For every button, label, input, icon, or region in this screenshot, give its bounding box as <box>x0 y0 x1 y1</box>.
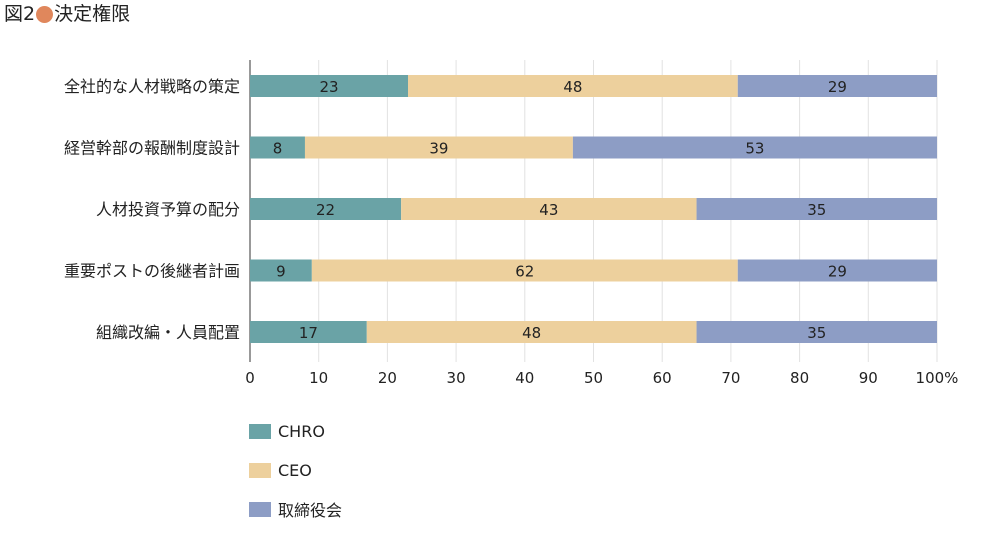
x-tick-label: 100% <box>916 369 959 387</box>
bar-segment <box>696 198 937 220</box>
data-label: 22 <box>316 201 335 219</box>
legend-item: CHRO <box>249 420 325 442</box>
x-tick-label: 30 <box>447 369 466 387</box>
x-tick-label: 10 <box>309 369 328 387</box>
bar-segment <box>366 321 697 343</box>
bar-segment <box>737 75 937 97</box>
bar-segment <box>737 259 937 282</box>
bar-segment <box>401 198 697 220</box>
data-label: 62 <box>515 263 534 281</box>
bar-segment <box>250 259 312 282</box>
data-label: 29 <box>828 78 847 96</box>
data-label: 43 <box>539 201 558 219</box>
bar-segment <box>311 259 738 282</box>
bar-segment <box>250 198 402 220</box>
x-tick-label: 90 <box>859 369 878 387</box>
legend-label: CEO <box>278 460 312 480</box>
category-label: 全社的な人材戦略の策定 <box>64 77 240 96</box>
data-label: 48 <box>563 78 582 96</box>
category-label: 組織改編・人員配置 <box>96 323 240 342</box>
data-label: 35 <box>807 324 826 342</box>
data-label: 53 <box>745 140 764 158</box>
bar-segment <box>572 136 937 159</box>
legend-swatch <box>249 423 271 439</box>
category-label: 人材投資予算の配分 <box>96 200 240 219</box>
data-label: 9 <box>276 263 286 281</box>
x-tick-label: 60 <box>653 369 672 387</box>
bar-segment <box>408 75 738 97</box>
data-label: 23 <box>319 78 338 96</box>
x-tick-label: 0 <box>245 369 255 387</box>
data-label: 39 <box>429 140 448 158</box>
bar-segment <box>696 321 937 343</box>
legend-label: 取締役会 <box>278 501 343 520</box>
data-label: 29 <box>828 263 847 281</box>
figure-title-text: 決定権限 <box>54 3 131 25</box>
title-marker-dot <box>36 5 54 23</box>
data-label: 35 <box>807 201 826 219</box>
bar-segment <box>304 136 573 159</box>
legend-swatch <box>249 501 271 517</box>
x-tick-label: 40 <box>515 369 534 387</box>
x-tick-label: 20 <box>378 369 397 387</box>
legend-item: CEO <box>249 459 312 481</box>
bar-segment <box>250 321 367 343</box>
x-tick-label: 80 <box>790 369 809 387</box>
figure-title: 図2 決定権限 <box>4 3 130 25</box>
bar-segment <box>250 136 305 159</box>
category-label: 経営幹部の報酬制度設計 <box>64 139 240 158</box>
category-label: 重要ポストの後継者計画 <box>64 262 240 281</box>
data-label: 17 <box>299 324 318 342</box>
bar-segment <box>250 75 409 97</box>
data-label: 8 <box>273 140 283 158</box>
legend-label: CHRO <box>278 421 325 441</box>
x-tick-label: 50 <box>584 369 603 387</box>
data-label: 48 <box>522 324 541 342</box>
figure-number: 図2 <box>4 3 36 25</box>
x-tick-label: 70 <box>721 369 740 387</box>
legend-swatch <box>249 462 271 478</box>
legend-item: 取締役会 <box>249 498 342 520</box>
